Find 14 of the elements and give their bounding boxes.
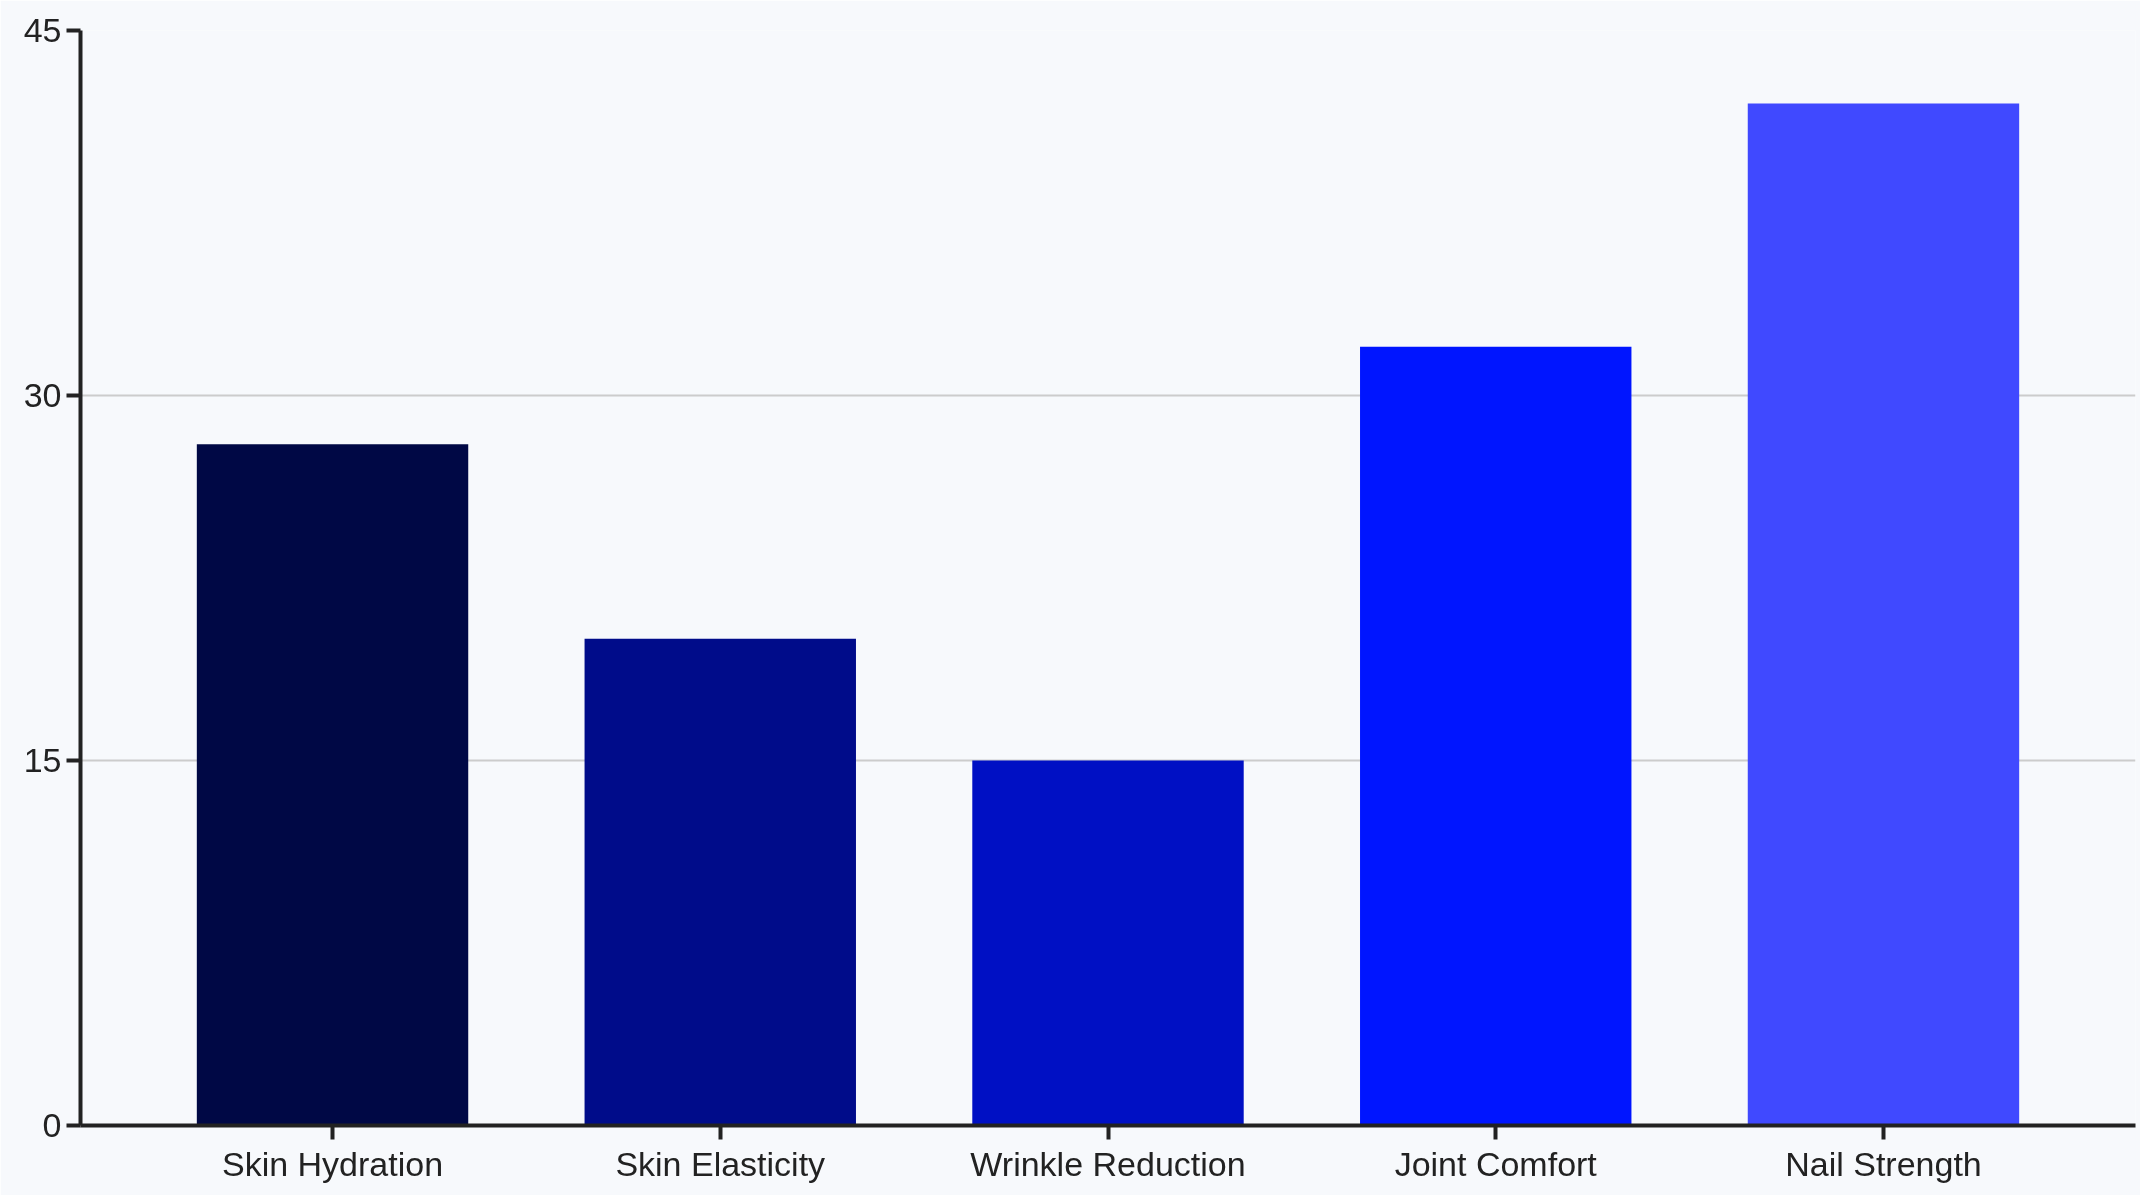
y-tick-label: 30 [23, 376, 62, 414]
y-tick-label: 0 [42, 1106, 62, 1144]
bar [196, 444, 469, 1126]
bar [972, 760, 1244, 1126]
x-tick-label: Skin Elasticity [615, 1144, 826, 1183]
x-tick-label: Wrinkle Reduction [970, 1144, 1246, 1183]
y-tick-label: 15 [23, 741, 62, 779]
x-tick-label: Joint Comfort [1394, 1144, 1598, 1183]
y-tick-label: 45 [23, 11, 62, 49]
bar [584, 638, 856, 1126]
x-tick-label: Nail Strength [1785, 1144, 1982, 1183]
bar [1747, 103, 2020, 1126]
bar [1360, 346, 1632, 1126]
x-tick-label: Skin Hydration [221, 1144, 444, 1183]
